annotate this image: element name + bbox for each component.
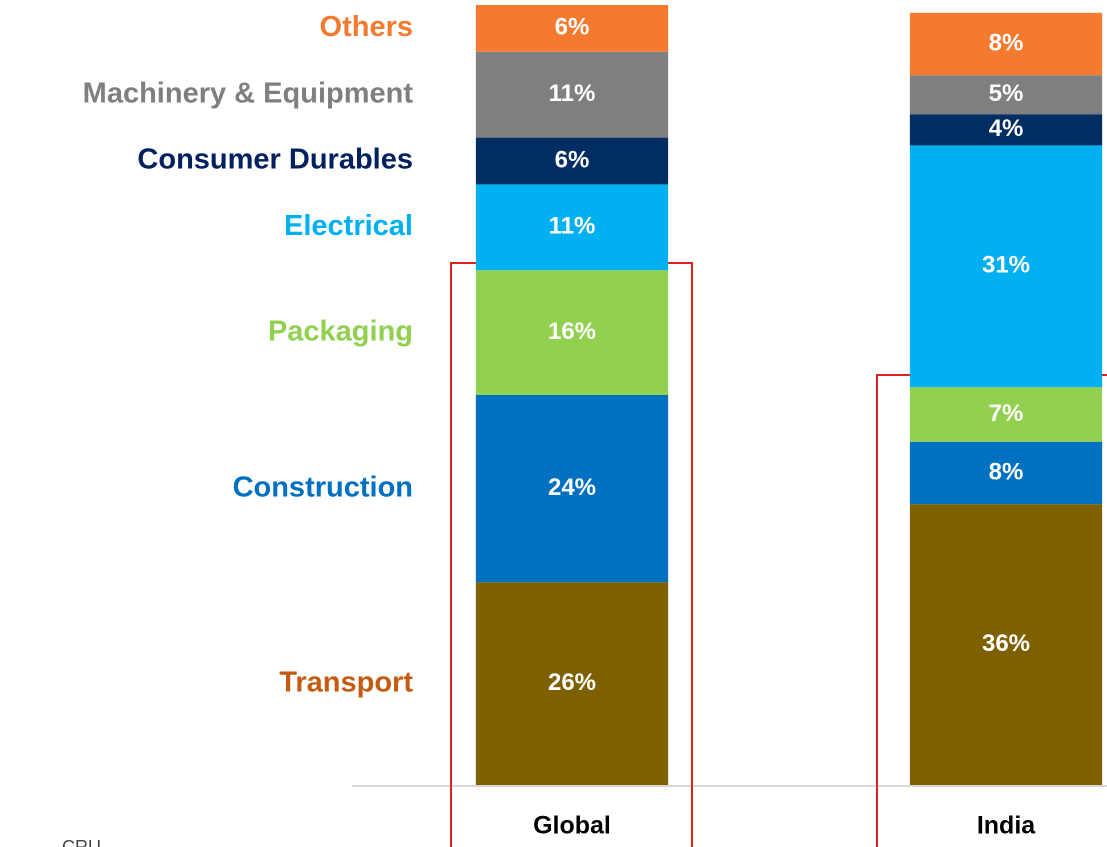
value-label: 7% [989,400,1024,427]
legend-label: Machinery & Equipment [83,77,414,109]
value-label: 11% [549,213,596,240]
value-label: 26% [548,669,596,696]
value-label: 4% [989,115,1024,142]
source: CRU [62,837,101,847]
value-label: 11% [549,80,596,107]
bar-segment [475,582,669,785]
value-label: 5% [989,80,1024,107]
bar-segment [909,75,1103,115]
legend-label: Transport [279,666,413,698]
legend-label: Consumer Durables [137,144,413,176]
bar-segment [475,184,669,271]
bar-segment [475,5,669,52]
x-tick-label: India [977,812,1036,840]
value-label: 36% [982,630,1030,657]
bar-segment [909,504,1103,785]
bar-segment [909,387,1103,442]
value-label: 8% [989,458,1024,485]
bar-segment [909,145,1103,388]
value-label: 6% [555,146,590,173]
value-label: 31% [982,252,1030,279]
bar-segment [475,137,669,185]
legend-label: Packaging [268,315,413,347]
legend-label: Construction [233,471,413,503]
legend-label: Others [320,11,413,43]
bar-segment [909,441,1103,505]
value-label: 8% [989,29,1024,56]
x-tick-label: Global [533,812,611,840]
value-label: 6% [555,14,590,41]
legend-label: Electrical [284,210,413,242]
bar-segment [475,51,669,138]
value-label: 16% [548,318,596,345]
value-label: 24% [548,474,596,501]
bar-segment [475,395,669,583]
bar-segment [909,12,1103,76]
bar-segment [475,270,669,395]
bar-segment [909,114,1103,146]
